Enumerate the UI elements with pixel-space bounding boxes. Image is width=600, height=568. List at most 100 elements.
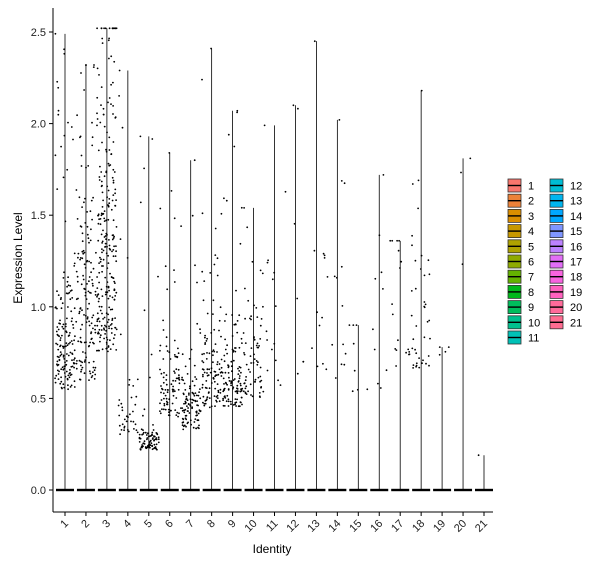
- cell-point: [267, 259, 269, 262]
- cell-point: [216, 361, 219, 363]
- cell-point: [126, 257, 129, 259]
- cell-point: [144, 431, 147, 434]
- cell-point: [60, 353, 63, 356]
- cell-point: [258, 345, 260, 347]
- cell-point: [318, 324, 321, 327]
- cell-point: [396, 239, 398, 242]
- cell-point: [410, 314, 413, 317]
- cell-point: [76, 280, 79, 283]
- cell-point: [177, 352, 180, 355]
- cell-point: [168, 152, 171, 154]
- violin-3: [96, 27, 118, 492]
- cell-point: [215, 396, 218, 398]
- cell-point: [232, 379, 235, 381]
- cell-point: [171, 402, 174, 405]
- cell-point: [271, 348, 273, 351]
- cell-point: [96, 124, 98, 127]
- cell-point: [177, 347, 179, 350]
- violin-8: [201, 47, 223, 492]
- cell-point: [119, 238, 122, 241]
- cell-point: [145, 434, 148, 436]
- cell-point: [405, 351, 407, 354]
- violin-18: [410, 89, 431, 492]
- cell-point: [121, 406, 124, 409]
- cell-point: [69, 374, 72, 376]
- cell-point: [411, 234, 413, 237]
- cell-point: [245, 385, 248, 388]
- cell-point: [408, 351, 411, 353]
- cell-point: [70, 384, 73, 387]
- cell-point: [182, 425, 185, 428]
- violin-5: [138, 135, 160, 492]
- cell-point: [234, 350, 237, 353]
- cell-point: [438, 353, 441, 356]
- cell-point: [82, 252, 85, 255]
- cell-point: [85, 356, 87, 359]
- cell-point: [112, 113, 114, 115]
- cell-point: [132, 385, 135, 387]
- cell-point: [165, 403, 168, 406]
- cell-point: [56, 355, 59, 358]
- cell-point: [334, 377, 337, 379]
- cell-point: [104, 27, 107, 30]
- legend-item-6: 6: [507, 254, 534, 269]
- cell-point: [130, 420, 132, 423]
- y-tick-label: 2.0: [31, 119, 46, 131]
- cell-point: [214, 227, 217, 230]
- cell-point: [56, 80, 59, 83]
- cell-point: [162, 319, 165, 322]
- cell-point: [138, 437, 141, 440]
- cell-point: [183, 402, 185, 405]
- cell-point: [84, 197, 86, 200]
- cell-point: [224, 348, 227, 351]
- cell-point: [154, 447, 157, 450]
- cell-point: [175, 414, 178, 416]
- cell-point: [213, 350, 216, 353]
- violin-7: [180, 159, 202, 492]
- cell-point: [56, 363, 58, 366]
- cell-point: [236, 390, 239, 393]
- cell-point: [111, 238, 114, 241]
- cell-point: [150, 434, 153, 437]
- cell-point: [225, 313, 228, 316]
- cell-point: [108, 149, 111, 151]
- cell-point: [98, 262, 100, 264]
- cell-point: [142, 429, 144, 431]
- cell-point: [151, 431, 154, 434]
- cell-point: [103, 27, 105, 30]
- cell-point: [185, 398, 188, 401]
- cell-point: [205, 399, 208, 402]
- legend-item-4: 4: [507, 224, 534, 238]
- cell-point: [60, 376, 62, 379]
- cell-point: [135, 395, 138, 398]
- cell-point: [194, 392, 197, 394]
- cell-point: [71, 352, 73, 355]
- cell-point: [190, 348, 193, 351]
- cell-point: [81, 250, 84, 253]
- cell-point: [99, 165, 101, 168]
- cell-point: [96, 318, 99, 321]
- cell-point: [164, 394, 167, 397]
- cell-point: [348, 324, 351, 326]
- cell-point: [159, 412, 162, 415]
- cell-point: [249, 383, 252, 386]
- y-axis-title: Expression Level: [11, 212, 25, 303]
- cell-point: [201, 368, 204, 370]
- cell-point: [90, 376, 93, 379]
- legend-item-11: 11: [507, 330, 539, 345]
- x-tick-label: 19: [431, 518, 448, 535]
- cell-point: [65, 342, 68, 344]
- cell-point: [91, 279, 93, 281]
- cell-point: [89, 239, 92, 242]
- cell-point: [100, 305, 103, 308]
- cell-point: [159, 344, 162, 347]
- cell-point: [112, 168, 115, 171]
- cell-point: [188, 394, 190, 396]
- cell-point: [244, 342, 247, 344]
- cell-point: [166, 391, 169, 394]
- cell-point: [55, 342, 57, 345]
- cell-point: [98, 332, 100, 335]
- cell-point: [238, 377, 241, 380]
- cell-point: [63, 134, 66, 137]
- legend-item-1: 1: [507, 178, 534, 193]
